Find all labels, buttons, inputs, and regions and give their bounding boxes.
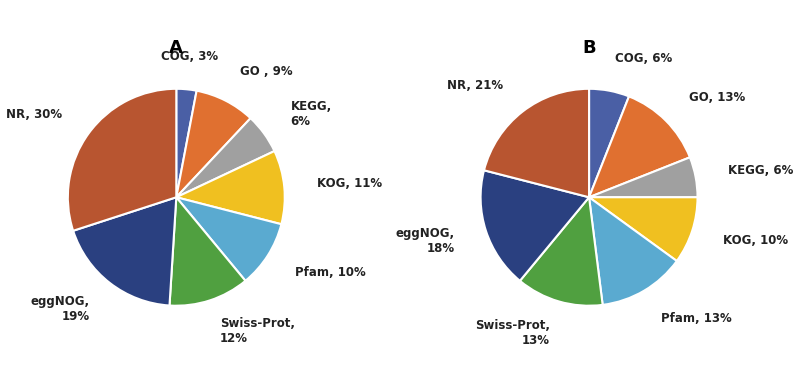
- Wedge shape: [176, 89, 197, 197]
- Text: COG, 3%: COG, 3%: [161, 51, 218, 63]
- Wedge shape: [520, 197, 602, 306]
- Wedge shape: [589, 157, 698, 197]
- Wedge shape: [176, 118, 274, 197]
- Wedge shape: [176, 197, 282, 281]
- Wedge shape: [589, 96, 690, 197]
- Wedge shape: [589, 89, 629, 197]
- Text: KEGG, 6%: KEGG, 6%: [727, 164, 793, 177]
- Wedge shape: [68, 89, 176, 231]
- Text: eggNOG,
18%: eggNOG, 18%: [396, 227, 455, 255]
- Text: NR, 21%: NR, 21%: [446, 80, 502, 92]
- Text: KEGG,
6%: KEGG, 6%: [290, 100, 332, 129]
- Wedge shape: [484, 89, 589, 197]
- Text: COG, 6%: COG, 6%: [615, 52, 673, 65]
- Wedge shape: [170, 197, 246, 306]
- Text: Pfam, 13%: Pfam, 13%: [661, 312, 731, 325]
- Text: NR, 30%: NR, 30%: [6, 108, 62, 121]
- Text: eggNOG,
19%: eggNOG, 19%: [30, 295, 90, 323]
- Title: B: B: [582, 39, 596, 58]
- Text: KOG, 10%: KOG, 10%: [723, 234, 788, 247]
- Title: A: A: [170, 39, 183, 58]
- Text: Swiss-Prot,
12%: Swiss-Prot, 12%: [220, 317, 295, 345]
- Wedge shape: [176, 91, 250, 197]
- Text: Pfam, 10%: Pfam, 10%: [295, 266, 366, 279]
- Wedge shape: [73, 197, 176, 305]
- Wedge shape: [589, 197, 677, 305]
- Wedge shape: [176, 151, 285, 224]
- Wedge shape: [589, 197, 698, 261]
- Text: Swiss-Prot,
13%: Swiss-Prot, 13%: [474, 319, 550, 347]
- Text: GO , 9%: GO , 9%: [240, 65, 293, 78]
- Wedge shape: [481, 170, 589, 281]
- Text: KOG, 11%: KOG, 11%: [317, 178, 382, 190]
- Text: GO, 13%: GO, 13%: [689, 91, 745, 104]
